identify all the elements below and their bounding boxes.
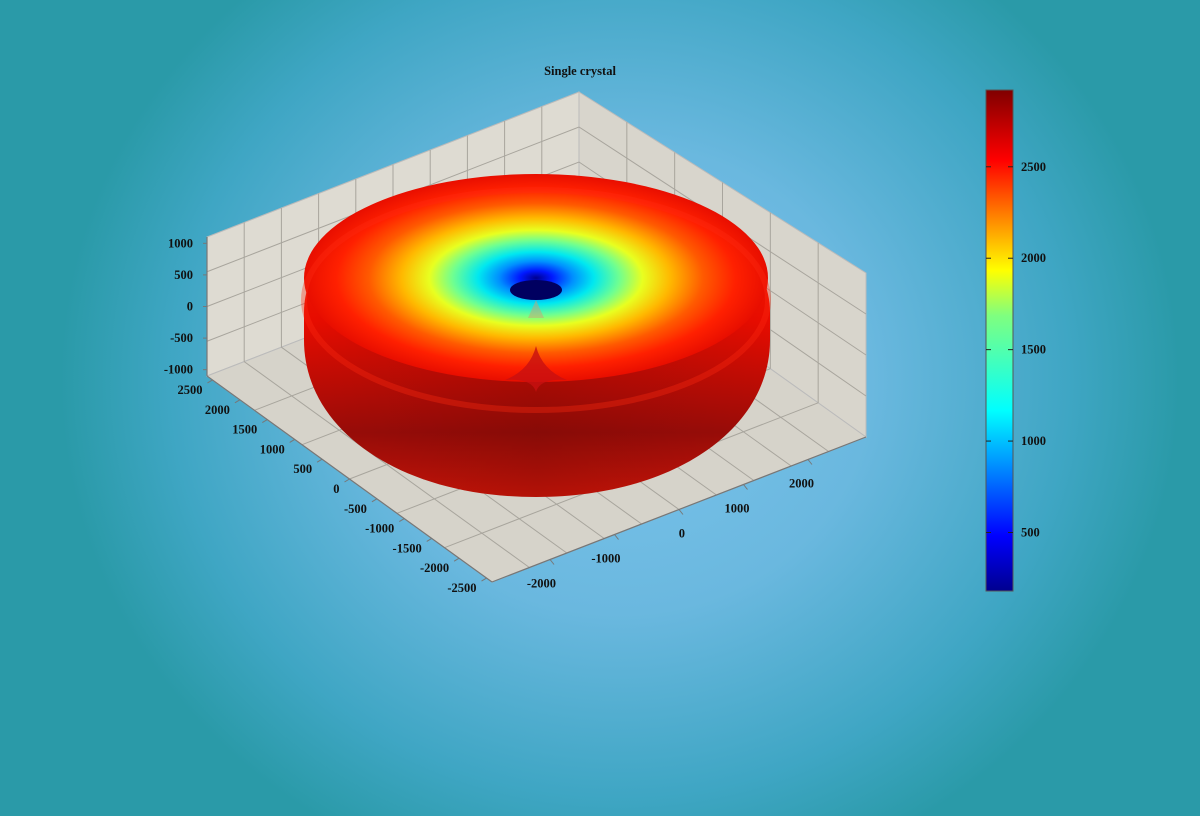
donut-rim-highlight [301,187,771,413]
chart-title: Single crystal [544,64,616,78]
x-tick-mark [678,509,684,515]
y-tick-mark [289,438,295,443]
y-tick-label: -1000 [365,522,394,536]
z-tick-label: 1000 [168,236,193,250]
colorbar-tick-label: 2500 [1021,160,1046,174]
colorbar-ticks: 2500 2000 1500 1000 500 [986,160,1046,539]
grid-line [206,126,867,315]
donut-hole [510,280,562,300]
y-tick-label: 2000 [205,403,230,417]
y-tick-mark [481,577,487,582]
x-tick-label: 2000 [789,477,814,491]
y-tick-label: 1500 [232,423,257,437]
colorbar-tick-label: 2000 [1021,251,1046,265]
y-tick-label: -1500 [393,541,422,555]
x-tick-labels: -2000 -1000 0 1000 2000 [527,459,814,591]
colorbar-tick-label: 1500 [1021,343,1046,357]
x-tick-mark [614,534,619,540]
x-tick-label: 1000 [724,502,749,516]
y-tick-label: -2000 [420,561,449,575]
y-tick-label: 0 [333,482,339,496]
y-tick-mark [234,399,241,404]
z-tick-label: -500 [170,331,193,345]
z-tick-label: -1000 [164,363,193,377]
y-tick-mark [371,498,378,503]
y-tick-mark [426,537,432,542]
z-tick-label: 500 [174,268,193,282]
x-tick-mark [743,484,748,490]
y-tick-label: 500 [293,462,312,476]
donut-cusp [528,300,544,318]
y-tick-mark [399,518,405,523]
donut-top [304,174,768,382]
y-tick-label: 1000 [260,442,285,456]
y-tick-label: 2500 [177,383,202,397]
colorbar-tick-label: 500 [1021,525,1040,539]
y-tick-mark [262,419,268,424]
colorbar-strip [985,89,1014,592]
x-tick-label: 0 [679,527,685,541]
colorbar: 2500 2000 1500 1000 500 [985,89,1046,592]
y-tick-label: -500 [344,502,367,516]
x-tick-label: -1000 [591,552,620,566]
z-tick-label: 0 [187,300,193,314]
y-tick-mark [344,478,350,483]
x-tick-mark [549,559,555,565]
y-tick-mark [453,557,460,562]
colorbar-tick-label: 1000 [1021,434,1046,448]
z-tick-labels: 1000 500 0 -500 -1000 [164,236,207,377]
y-tick-mark [207,379,213,384]
y-tick-label: -2500 [447,581,476,595]
donut-surface [301,174,771,497]
x-tick-mark [807,459,813,465]
donut-cusp-lower [505,346,567,392]
y-tick-mark [316,458,323,463]
x-tick-label: -2000 [527,577,556,591]
